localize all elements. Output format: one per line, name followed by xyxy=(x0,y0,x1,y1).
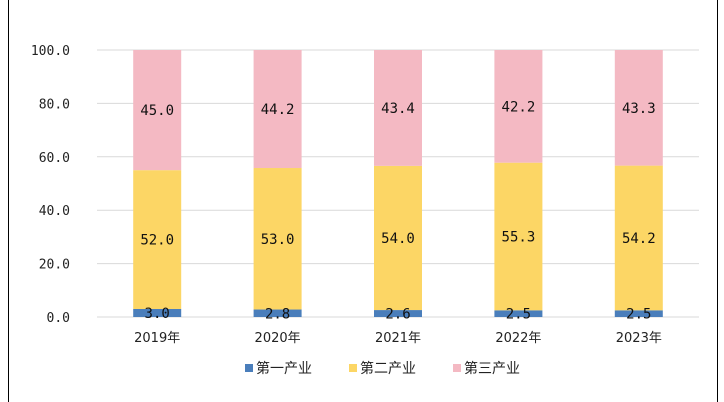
bars xyxy=(133,50,663,317)
stacked-bar-chart: 0.0 20.0 40.0 60.0 80.0 100.0 3.0 52.0 45.0 2.8 5… xyxy=(31,44,699,377)
data-label: 2.5 xyxy=(506,307,531,323)
bar-segment xyxy=(494,310,543,317)
x-category-label: 2020年 xyxy=(255,331,301,346)
data-label: 42.2 xyxy=(502,99,536,115)
data-label: 2.5 xyxy=(626,307,651,323)
legend-label: 第二产业 xyxy=(360,360,416,377)
y-tick-label: 40.0 xyxy=(39,204,70,219)
y-tick-label: 80.0 xyxy=(39,97,70,112)
data-label: 2.8 xyxy=(265,306,290,322)
bar-segment xyxy=(253,309,302,317)
data-labels: 3.0 52.0 45.0 2.8 53.0 44.2 2.6 54.0 43.4 2.5 55.3… xyxy=(140,99,655,322)
legend: 第一产业 第二产业 第三产业 xyxy=(245,360,520,377)
data-label: 45.0 xyxy=(140,103,174,119)
data-label: 52.0 xyxy=(140,233,174,249)
bar-segment xyxy=(614,50,663,166)
bar-segment xyxy=(614,310,663,317)
bar-segment xyxy=(374,310,422,317)
y-tick-label: 60.0 xyxy=(39,151,70,166)
x-axis-categories: 2019年 2020年 2021年 2022年 2023年 xyxy=(134,331,662,346)
bar-segment xyxy=(133,170,182,309)
data-label: 54.2 xyxy=(622,231,656,247)
chart-frame: 0.0 20.0 40.0 60.0 80.0 100.0 3.0 52.0 45.0 2.8 5… xyxy=(8,0,718,402)
data-label: 43.3 xyxy=(622,101,656,117)
legend-label: 第三产业 xyxy=(464,360,520,377)
data-label: 54.0 xyxy=(381,231,415,247)
x-category-label: 2022年 xyxy=(495,331,541,346)
data-label: 55.3 xyxy=(502,229,536,245)
x-category-label: 2019年 xyxy=(134,331,180,346)
y-tick-label: 0.0 xyxy=(47,311,70,326)
data-label: 53.0 xyxy=(261,232,295,248)
legend-swatch xyxy=(349,364,357,372)
bar-segment xyxy=(253,168,302,310)
data-label: 43.4 xyxy=(381,101,415,117)
legend-label: 第一产业 xyxy=(256,360,312,377)
data-label: 44.2 xyxy=(261,102,295,118)
x-category-label: 2021年 xyxy=(375,331,421,346)
bar-segment xyxy=(494,50,543,163)
data-label: 3.0 xyxy=(145,306,170,322)
bar-segment xyxy=(253,50,302,169)
bar-segment xyxy=(494,162,543,311)
x-category-label: 2023年 xyxy=(616,331,662,346)
y-tick-label: 100.0 xyxy=(31,44,70,59)
bar-segment xyxy=(133,308,182,317)
bar-segment xyxy=(374,165,422,311)
data-label: 2.6 xyxy=(385,307,410,323)
bar-segment xyxy=(614,165,663,311)
bar-segment xyxy=(133,50,182,171)
legend-swatch xyxy=(245,364,253,372)
bar-segment xyxy=(374,50,422,166)
legend-swatch xyxy=(453,364,461,372)
y-tick-label: 20.0 xyxy=(39,258,70,273)
y-axis-ticks: 0.0 20.0 40.0 60.0 80.0 100.0 xyxy=(31,44,70,326)
